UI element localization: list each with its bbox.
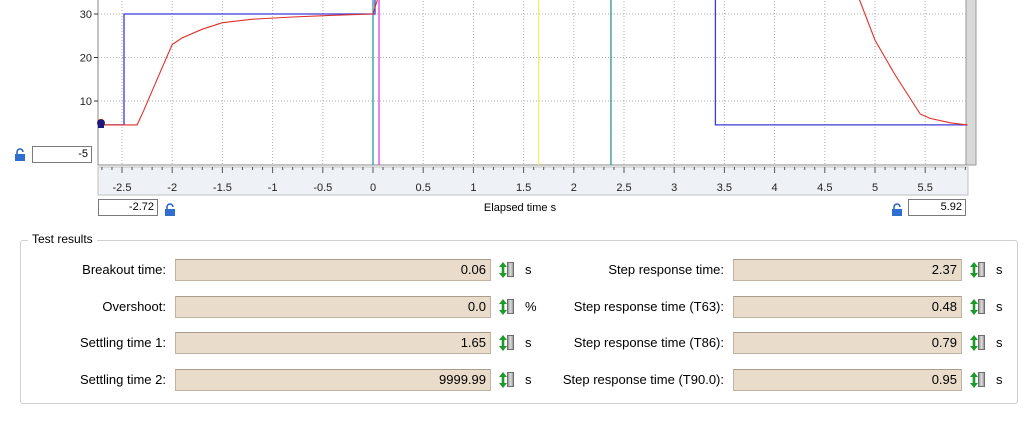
level-bar-icon[interactable] xyxy=(507,299,514,314)
chart: 10 20 30 -2.5 -2 -1.5 -1 -0.5 0 0.5 1 1.5 2 2.5 3 3.5 4… xyxy=(80,0,977,196)
result-unit: s xyxy=(525,262,532,277)
result-value-field[interactable]: 0.48 xyxy=(733,296,962,318)
result-value-field[interactable]: 9999.99 xyxy=(175,369,491,391)
x-tick-label: 5.5 xyxy=(918,182,933,194)
up-down-arrow-icon[interactable] xyxy=(498,299,508,315)
level-bar-icon[interactable] xyxy=(978,299,985,314)
marker-lines xyxy=(372,0,612,165)
result-label: Step response time (T86): xyxy=(573,335,724,350)
result-unit: s xyxy=(996,335,1003,350)
result-row-right-0: Step response time: 2.37 s xyxy=(0,259,1024,281)
x-axis-ticks: -2.5 -2 -1.5 -1 -0.5 0 0.5 1 1.5 2 2.5 3 3.5 4 4.5 5 5.5 xyxy=(101,167,966,194)
level-bar-icon[interactable] xyxy=(507,335,514,350)
x-tick-label: 5 xyxy=(872,182,878,194)
result-row-right-1: Step response time (T63): 0.48 s xyxy=(0,296,1024,318)
setpoint-line xyxy=(99,0,968,126)
x-tick-label: 4 xyxy=(772,182,778,194)
result-value-field[interactable]: 0.79 xyxy=(733,332,962,354)
result-unit: s xyxy=(996,299,1003,314)
x-min-lock-icon[interactable] xyxy=(164,203,176,217)
x-tick-label: -1 xyxy=(268,182,278,194)
start-point-handle[interactable] xyxy=(98,120,104,128)
result-label: Step response time (T90.0): xyxy=(562,372,724,387)
result-row-left-0: Breakout time: 0.06 s xyxy=(0,259,1024,281)
y-tick-label: 20 xyxy=(80,53,92,65)
result-label: Settling time 1: xyxy=(80,335,166,350)
plot-area xyxy=(97,0,967,166)
result-value-field[interactable]: 0.06 xyxy=(175,259,491,281)
test-results-group xyxy=(20,240,1018,404)
result-unit: s xyxy=(525,372,532,387)
x-tick-label: 2 xyxy=(571,182,577,194)
x-tick-label: 3 xyxy=(671,182,677,194)
level-bar-icon[interactable] xyxy=(978,335,985,350)
level-bar-icon[interactable] xyxy=(978,372,985,387)
x-tick-label: -2 xyxy=(167,182,177,194)
x-max-lock-icon[interactable] xyxy=(891,203,903,217)
result-unit: s xyxy=(996,262,1003,277)
up-down-arrow-icon[interactable] xyxy=(498,335,508,351)
test-results-title: Test results xyxy=(28,232,97,246)
result-unit: % xyxy=(525,299,537,314)
x-tick-label: 3.5 xyxy=(717,182,732,194)
actual-line xyxy=(99,0,968,126)
x-tick-label: 0.5 xyxy=(416,182,431,194)
x-tick-label: -0.5 xyxy=(313,182,332,194)
result-value-field[interactable]: 2.37 xyxy=(733,259,962,281)
result-row-right-3: Step response time (T90.0): 0.95 s xyxy=(0,369,1024,391)
result-value-field[interactable]: 1.65 xyxy=(175,332,491,354)
y-axis-ticks: 10 20 30 xyxy=(80,9,98,108)
up-down-arrow-icon[interactable] xyxy=(498,262,508,278)
result-label: Step response time (T63): xyxy=(573,299,724,314)
x-max-input[interactable]: 5.92 xyxy=(908,199,966,216)
up-down-arrow-icon[interactable] xyxy=(969,335,979,351)
level-bar-icon[interactable] xyxy=(978,262,985,277)
result-label: Breakout time: xyxy=(82,262,166,277)
result-row-left-3: Settling time 2: 9999.99 s xyxy=(0,369,1024,391)
result-row-right-2: Step response time (T86): 0.79 s xyxy=(0,332,1024,354)
x-tick-label: 4.5 xyxy=(817,182,832,194)
x-tick-label: 1 xyxy=(470,182,476,194)
result-label: Overshoot: xyxy=(102,299,166,314)
y-tick-label: 10 xyxy=(80,96,92,108)
result-row-left-2: Settling time 1: 1.65 s xyxy=(0,332,1024,354)
result-label: Step response time: xyxy=(608,262,724,277)
up-down-arrow-icon[interactable] xyxy=(969,262,979,278)
vertical-scrollbar[interactable] xyxy=(965,0,977,166)
y-tick-label: 30 xyxy=(80,9,92,21)
level-bar-icon[interactable] xyxy=(507,262,514,277)
y-min-input[interactable]: -5 xyxy=(32,146,92,163)
result-row-left-1: Overshoot: 0.0% xyxy=(0,296,1024,318)
result-value-field[interactable]: 0.95 xyxy=(733,369,962,391)
x-tick-label: 0 xyxy=(370,182,376,194)
up-down-arrow-icon[interactable] xyxy=(969,372,979,388)
y-min-lock-icon[interactable] xyxy=(14,148,26,162)
x-tick-label: 2.5 xyxy=(616,182,631,194)
result-value-field[interactable]: 0.0 xyxy=(175,296,491,318)
x-tick-label: -1.5 xyxy=(213,182,232,194)
result-unit: s xyxy=(525,335,532,350)
x-min-input[interactable]: -2.72 xyxy=(98,199,158,216)
result-label: Settling time 2: xyxy=(80,372,166,387)
x-axis-label: Elapsed time s xyxy=(483,202,557,214)
level-bar-icon[interactable] xyxy=(507,372,514,387)
up-down-arrow-icon[interactable] xyxy=(969,299,979,315)
x-axis-ruler xyxy=(97,166,969,196)
x-tick-label: 1.5 xyxy=(516,182,531,194)
result-unit: s xyxy=(996,372,1003,387)
up-down-arrow-icon[interactable] xyxy=(498,372,508,388)
x-tick-label: -2.5 xyxy=(113,182,132,194)
